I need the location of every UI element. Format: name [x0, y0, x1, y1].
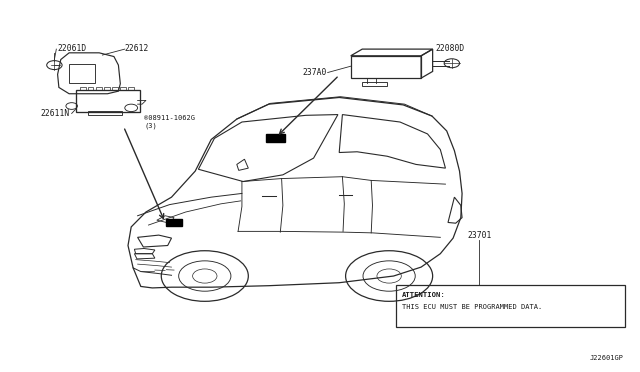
Bar: [362, 82, 387, 86]
Bar: [351, 56, 421, 78]
Bar: [396, 285, 625, 327]
Bar: [112, 87, 118, 90]
Bar: [88, 87, 93, 90]
Bar: [76, 90, 140, 112]
Text: THIS ECU MUST BE PROGRAMMED DATA.: THIS ECU MUST BE PROGRAMMED DATA.: [402, 304, 542, 310]
Text: 22611N: 22611N: [40, 109, 70, 118]
Text: 22080D: 22080D: [435, 44, 465, 53]
Text: 22061D: 22061D: [58, 44, 87, 53]
Bar: [80, 87, 86, 90]
Text: J22601GP: J22601GP: [590, 355, 624, 361]
Text: ®08911-1062G
(3): ®08911-1062G (3): [144, 115, 195, 129]
Text: 22612: 22612: [125, 44, 149, 53]
Bar: [166, 219, 182, 226]
Text: ATTENTION:: ATTENTION:: [402, 292, 445, 298]
Bar: [266, 134, 285, 142]
Bar: [120, 87, 126, 90]
Bar: [88, 111, 122, 115]
Text: 23701: 23701: [467, 231, 492, 240]
Bar: [104, 87, 110, 90]
Text: 237A0: 237A0: [302, 68, 326, 77]
Bar: [128, 87, 134, 90]
Bar: [96, 87, 102, 90]
